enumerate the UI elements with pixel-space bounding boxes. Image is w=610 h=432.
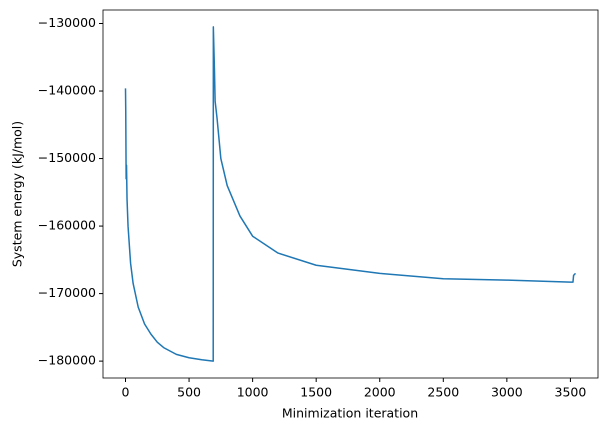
plot-frame (102, 9, 599, 379)
x-tick-label: 3500 (555, 385, 587, 400)
x-tick-label: 2500 (427, 385, 459, 400)
x-tick-label: 3000 (491, 385, 523, 400)
y-axis-label: System energy (kJ/mol) (10, 121, 25, 267)
x-tick-label: 2000 (364, 385, 396, 400)
y-tick-label: −130000 (38, 15, 96, 30)
y-tick-label: −160000 (38, 218, 96, 233)
y-tick-label: −150000 (38, 150, 96, 165)
x-tick-label: 0 (122, 385, 130, 400)
y-tick-label: −180000 (38, 353, 96, 368)
y-tick-label: −140000 (38, 83, 96, 98)
x-axis-label: Minimization iteration (282, 406, 418, 421)
x-tick-label: 500 (177, 385, 201, 400)
line-series (124, 26, 577, 362)
y-tick-label: −170000 (38, 285, 96, 300)
x-tick-label: 1000 (237, 385, 269, 400)
x-tick-label: 1500 (300, 385, 332, 400)
